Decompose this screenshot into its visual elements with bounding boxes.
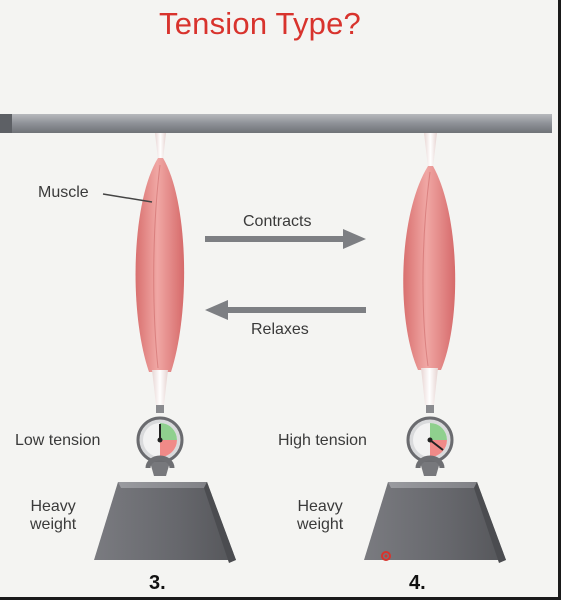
weight-left — [94, 455, 236, 563]
panel-number-4: 4. — [409, 572, 426, 594]
tension-gauge-left — [136, 405, 184, 476]
muscle-pointer-line — [102, 193, 153, 203]
heavy-weight-label-left: Heavy weight — [30, 498, 77, 533]
contracts-arrow — [205, 229, 366, 249]
muscle-label: Muscle — [38, 184, 89, 201]
slide-title: Tension Type? — [159, 6, 361, 41]
weight-right — [364, 455, 506, 563]
muscle-right — [403, 133, 456, 405]
heavy-weight-label-right: Heavy weight — [297, 498, 344, 533]
low-tension-label: Low tension — [15, 432, 101, 449]
contracts-label: Contracts — [243, 213, 312, 230]
tension-gauge-right — [406, 405, 454, 476]
high-tension-label: High tension — [278, 432, 367, 449]
muscle-left — [135, 133, 185, 405]
relaxes-arrow — [205, 300, 366, 320]
ceiling-bar — [0, 114, 552, 133]
relaxes-label: Relaxes — [251, 321, 309, 338]
panel-number-3: 3. — [149, 572, 166, 594]
